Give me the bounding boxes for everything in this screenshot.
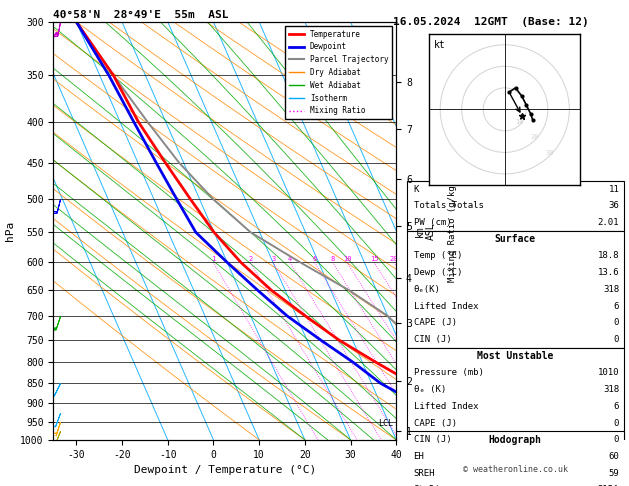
- Text: Lifted Index: Lifted Index: [413, 302, 478, 311]
- Text: Totals Totals: Totals Totals: [413, 201, 484, 210]
- Text: 0: 0: [614, 318, 619, 327]
- Text: θₑ(K): θₑ(K): [413, 285, 440, 294]
- Y-axis label: km
ASL: km ASL: [415, 222, 437, 240]
- Text: K: K: [413, 185, 419, 193]
- Bar: [407, 432, 623, 486]
- Text: CIN (J): CIN (J): [413, 435, 451, 444]
- Text: Mixing Ratio (g/kg): Mixing Ratio (g/kg): [448, 180, 457, 282]
- Text: 3: 3: [271, 257, 276, 262]
- Text: CAPE (J): CAPE (J): [413, 418, 457, 428]
- Text: 13.6: 13.6: [598, 268, 619, 277]
- Y-axis label: hPa: hPa: [4, 221, 14, 241]
- Bar: [407, 348, 623, 448]
- Text: 60: 60: [608, 452, 619, 461]
- Text: 318: 318: [603, 285, 619, 294]
- Text: θₑ (K): θₑ (K): [413, 385, 446, 394]
- Text: 20: 20: [531, 135, 539, 140]
- Text: EH: EH: [413, 452, 425, 461]
- Text: 6: 6: [614, 402, 619, 411]
- Text: 318: 318: [603, 385, 619, 394]
- Legend: Temperature, Dewpoint, Parcel Trajectory, Dry Adiabat, Wet Adiabat, Isotherm, Mi: Temperature, Dewpoint, Parcel Trajectory…: [285, 26, 392, 119]
- Text: 10: 10: [516, 120, 524, 125]
- Text: 16.05.2024  12GMT  (Base: 12): 16.05.2024 12GMT (Base: 12): [393, 17, 589, 27]
- Text: 30: 30: [546, 150, 554, 156]
- Text: Pressure (mb): Pressure (mb): [413, 368, 484, 378]
- Text: Lifted Index: Lifted Index: [413, 402, 478, 411]
- Text: 2: 2: [248, 257, 252, 262]
- Text: 36: 36: [608, 201, 619, 210]
- Text: 1: 1: [211, 257, 216, 262]
- Bar: [407, 231, 623, 348]
- Text: 4: 4: [288, 257, 292, 262]
- Text: 18.8: 18.8: [598, 251, 619, 260]
- Text: 8: 8: [331, 257, 335, 262]
- Text: 15: 15: [370, 257, 378, 262]
- Text: 11: 11: [608, 185, 619, 193]
- Text: kt: kt: [434, 40, 445, 51]
- Text: 59: 59: [608, 469, 619, 478]
- Text: 0: 0: [614, 335, 619, 344]
- Text: 6: 6: [614, 302, 619, 311]
- Text: PW (cm): PW (cm): [413, 218, 451, 227]
- Text: © weatheronline.co.uk: © weatheronline.co.uk: [463, 465, 568, 474]
- Text: 1010: 1010: [598, 368, 619, 378]
- X-axis label: Dewpoint / Temperature (°C): Dewpoint / Temperature (°C): [134, 465, 316, 475]
- Text: 10: 10: [343, 257, 352, 262]
- Text: 40°58'N  28°49'E  55m  ASL: 40°58'N 28°49'E 55m ASL: [53, 10, 229, 20]
- Text: 0: 0: [614, 435, 619, 444]
- Text: CIN (J): CIN (J): [413, 335, 451, 344]
- Text: Hodograph: Hodograph: [489, 435, 542, 445]
- Text: SREH: SREH: [413, 469, 435, 478]
- Text: Temp (°C): Temp (°C): [413, 251, 462, 260]
- Text: 6: 6: [313, 257, 317, 262]
- Text: 20: 20: [389, 257, 398, 262]
- Bar: [407, 181, 623, 231]
- Text: Surface: Surface: [495, 234, 536, 244]
- Text: Most Unstable: Most Unstable: [477, 351, 554, 361]
- Text: CAPE (J): CAPE (J): [413, 318, 457, 327]
- Text: LCL: LCL: [378, 419, 393, 428]
- Text: 0: 0: [614, 418, 619, 428]
- Text: Dewp (°C): Dewp (°C): [413, 268, 462, 277]
- Text: 2.01: 2.01: [598, 218, 619, 227]
